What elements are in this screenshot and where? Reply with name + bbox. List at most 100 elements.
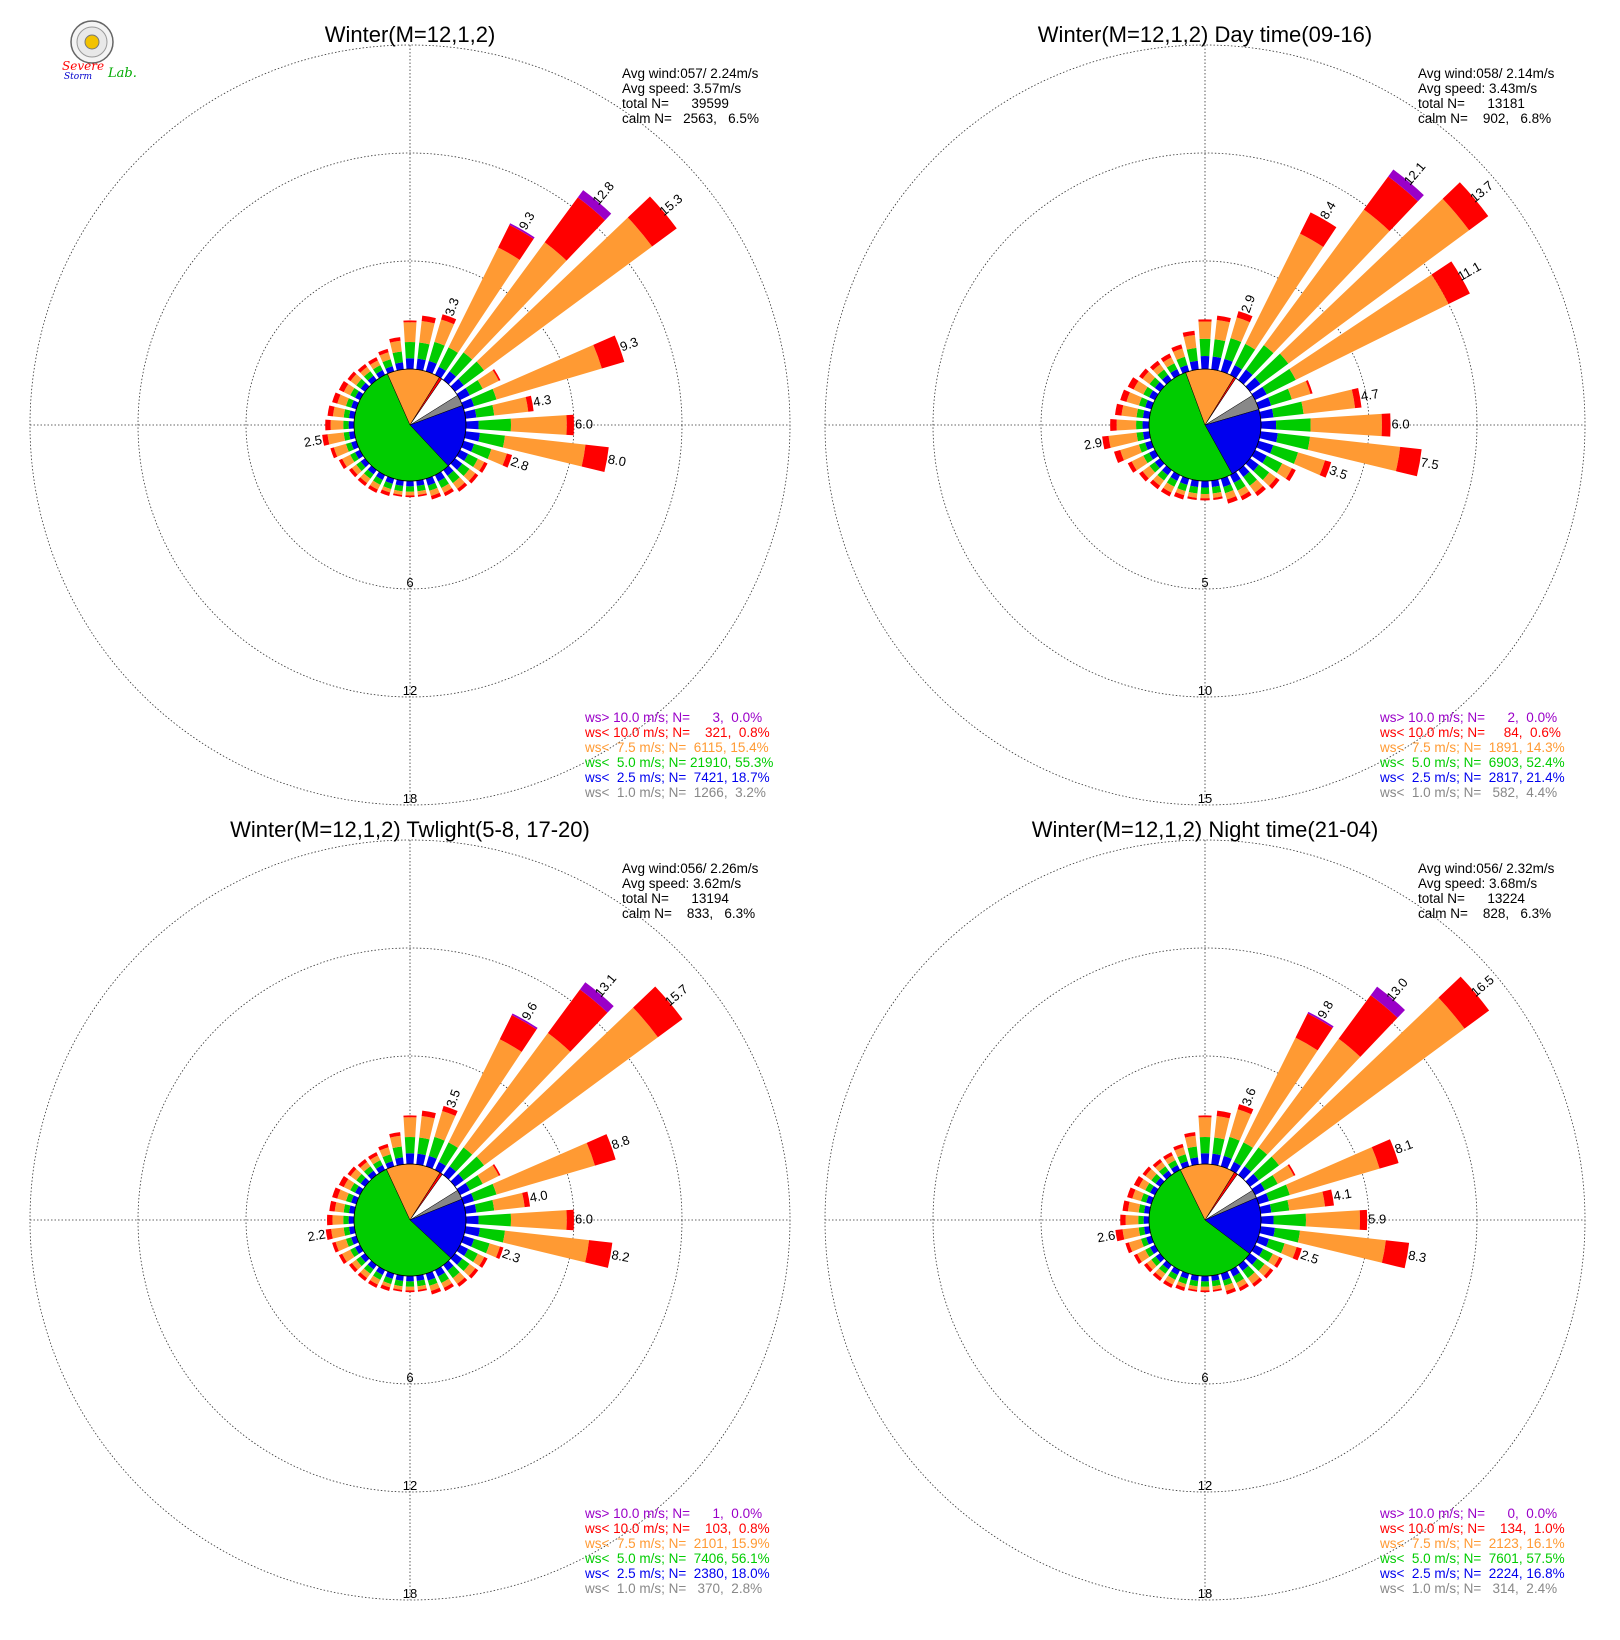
- bar-segment: [1179, 476, 1190, 485]
- bar-segment: [373, 365, 383, 374]
- bar-segment: [1126, 392, 1142, 406]
- bar-segment: [350, 1168, 362, 1181]
- bar-segment: [425, 1155, 437, 1169]
- bar-segment: [1128, 1238, 1144, 1252]
- bar-segment: [1155, 1253, 1165, 1263]
- bar-segment: [1142, 371, 1156, 385]
- bar-segment: [360, 473, 371, 484]
- bar-segment: [1200, 1153, 1210, 1165]
- bar-value-label: 4.1: [1332, 1186, 1352, 1204]
- bar-segment: [327, 405, 335, 417]
- bar-segment: [332, 392, 341, 404]
- bar-segment: [405, 358, 415, 370]
- bar-segment: [1149, 479, 1161, 490]
- bar-segment: [430, 492, 442, 500]
- bar-segment: [457, 463, 470, 477]
- bar-segment: [1245, 345, 1274, 376]
- bar-segment: [406, 1275, 414, 1282]
- legend-entry: ws< 2.5 m/s; N= 2380, 18.0%: [584, 1566, 770, 1581]
- bar-segment: [1173, 492, 1185, 500]
- bar-segment: [1279, 198, 1470, 364]
- bar-segment: [471, 1238, 490, 1254]
- bar-segment: [566, 1209, 575, 1231]
- bar-value-label: 8.8: [609, 1132, 631, 1152]
- bar-segment: [1185, 1135, 1197, 1149]
- bar-segment: [355, 391, 364, 401]
- bar-segment: [1122, 1227, 1141, 1240]
- bar-segment: [373, 1271, 383, 1280]
- bar-segment: [1224, 1282, 1235, 1291]
- panel-title: Winter(M=12,1,2) Night time(21-04): [1032, 817, 1379, 842]
- bar-segment: [373, 476, 383, 485]
- bar-segment: [461, 440, 475, 452]
- bar-segment: [1292, 1246, 1302, 1261]
- bar-segment: [1190, 1274, 1199, 1282]
- bar-segment: [471, 1183, 497, 1202]
- bar-segment: [1225, 490, 1237, 500]
- bar-segment: [1252, 1277, 1263, 1287]
- bar-segment: [345, 398, 354, 408]
- bar-segment: [1220, 1271, 1231, 1281]
- bar-value-label: 2.8: [509, 454, 531, 474]
- bar-segment: [1442, 182, 1489, 231]
- bar-segment: [1256, 440, 1274, 454]
- bar-segment: [1351, 387, 1362, 409]
- bar-segment: [327, 1214, 333, 1226]
- bar-segment: [1272, 401, 1304, 418]
- bar-segment: [416, 479, 425, 487]
- bar-value-label: 9.3: [618, 334, 640, 354]
- bar-segment: [1269, 477, 1280, 489]
- bar-segment: [1388, 169, 1424, 202]
- bar-segment: [381, 1281, 392, 1288]
- info-line: Avg speed: 3.43m/s: [1418, 81, 1537, 96]
- bar-value-label: 2.9: [1238, 293, 1258, 315]
- bar-segment: [343, 1215, 349, 1225]
- bar-segment: [1214, 319, 1230, 342]
- bar-segment: [479, 1256, 488, 1268]
- bar-segment: [1270, 445, 1299, 464]
- bar-segment: [441, 483, 452, 493]
- bar-segment: [1310, 413, 1382, 437]
- bar-segment: [1201, 1275, 1209, 1282]
- bar-segment: [492, 1192, 525, 1211]
- bar-segment: [1127, 1201, 1141, 1213]
- bar-segment: [1182, 330, 1195, 337]
- bar-segment: [1150, 1186, 1159, 1196]
- bar-segment: [566, 414, 575, 436]
- bar-segment: [357, 1272, 368, 1282]
- bar-segment: [1136, 408, 1145, 419]
- bar-segment: [342, 1249, 355, 1262]
- bar-segment: [463, 242, 567, 360]
- bar-segment: [476, 1007, 658, 1166]
- bar-segment: [1307, 436, 1401, 472]
- bar-segment: [1259, 431, 1278, 443]
- bar-segment: [379, 1147, 391, 1158]
- bar-segment: [370, 480, 381, 490]
- bar-segment: [1286, 1147, 1380, 1196]
- bar-segment: [1173, 1143, 1184, 1151]
- bar-segment: [1238, 1283, 1249, 1292]
- bar-segment: [325, 1228, 333, 1240]
- bar-segment: [1287, 1164, 1296, 1176]
- bar-segment: [360, 1268, 371, 1279]
- bar-segment: [1212, 492, 1223, 498]
- bar-segment: [429, 487, 440, 496]
- bar-segment: [421, 315, 436, 324]
- bar-segment: [1307, 1011, 1334, 1028]
- bar-value-label: 4.0: [528, 1187, 548, 1205]
- bar-segment: [1189, 1279, 1199, 1287]
- bar-segment: [492, 1164, 501, 1176]
- legend-entry: ws> 10.0 m/s; N= 2, 0.0%: [1379, 710, 1557, 725]
- panel-title: Winter(M=12,1,2) Twlight(5-8, 17-20): [230, 817, 590, 842]
- bar-segment: [367, 1170, 377, 1180]
- bar-segment: [342, 454, 355, 467]
- bar-segment: [1225, 1287, 1237, 1295]
- bar-segment: [363, 371, 374, 381]
- bar-segment: [1198, 321, 1212, 339]
- bar-segment: [376, 370, 386, 379]
- bar-segment: [1229, 471, 1241, 483]
- bar-segment: [360, 1253, 370, 1263]
- bar-segment: [356, 461, 366, 472]
- bar-segment: [338, 381, 349, 393]
